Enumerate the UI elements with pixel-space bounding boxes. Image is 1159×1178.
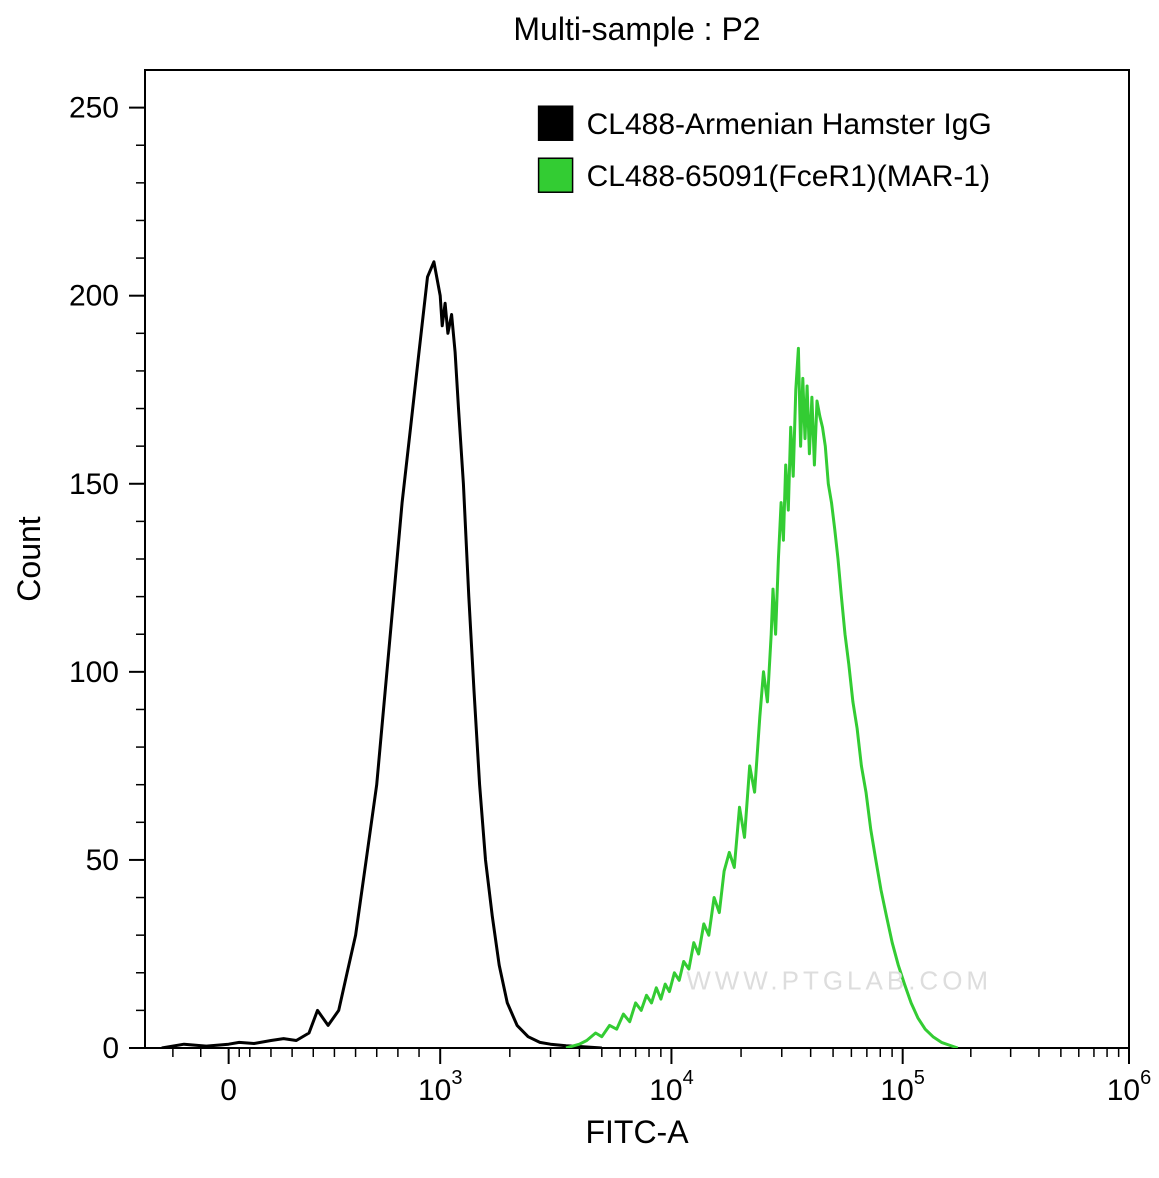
y-axis-label: Count [11, 516, 47, 602]
legend-swatch-1 [539, 158, 573, 192]
chart-title: Multi-sample : P2 [513, 11, 760, 47]
legend-swatch-0 [539, 106, 573, 140]
svg-text:50: 50 [86, 844, 119, 877]
watermark: WWW.PTGLAB.COM [686, 965, 992, 995]
svg-text:250: 250 [69, 92, 119, 125]
svg-text:0: 0 [102, 1032, 119, 1065]
legend-label-1: CL488-65091(FceR1)(MAR-1) [587, 160, 990, 193]
legend-label-0: CL488-Armenian Hamster IgG [587, 108, 992, 141]
svg-text:100: 100 [69, 656, 119, 689]
svg-text:150: 150 [69, 468, 119, 501]
svg-text:200: 200 [69, 280, 119, 313]
svg-text:0: 0 [220, 1074, 237, 1107]
chart-svg: Multi-sample : P2050100150200250Count010… [0, 0, 1159, 1178]
flow-cytometry-histogram: Multi-sample : P2050100150200250Count010… [0, 0, 1159, 1178]
x-axis-label: FITC-A [585, 1114, 689, 1150]
